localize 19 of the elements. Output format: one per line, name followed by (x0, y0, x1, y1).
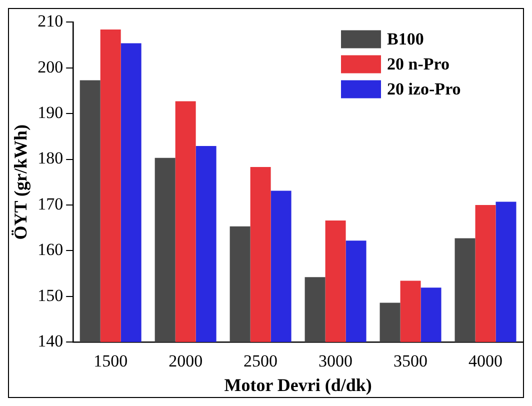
x-tick-label: 2500 (244, 352, 278, 371)
y-tick-label: 170 (38, 194, 64, 214)
y-tick-label: 190 (38, 103, 64, 122)
y-tick-label: 140 (38, 331, 64, 350)
y-tick-label: 200 (38, 57, 64, 76)
legend-label: 20 n-Pro (387, 54, 450, 74)
legend-label: B100 (387, 30, 424, 49)
x-tick-label: 3500 (394, 352, 428, 371)
y-tick-label: 210 (38, 12, 64, 31)
y-tick-label: 180 (38, 148, 64, 168)
x-tick-label: 3000 (318, 352, 353, 371)
y-tick-label: 160 (38, 240, 64, 260)
legend-label: 20 izo-Pro (387, 80, 461, 99)
x-tick-label: 2000 (168, 352, 203, 371)
x-axis-title: Motor Devri (d/dk) (224, 374, 372, 395)
y-tick-label: 150 (38, 286, 64, 305)
x-tick-label: 1500 (94, 352, 128, 371)
y-axis-title: ÖYT (gr/kWh) (10, 124, 30, 240)
x-tick-label: 4000 (468, 352, 503, 371)
